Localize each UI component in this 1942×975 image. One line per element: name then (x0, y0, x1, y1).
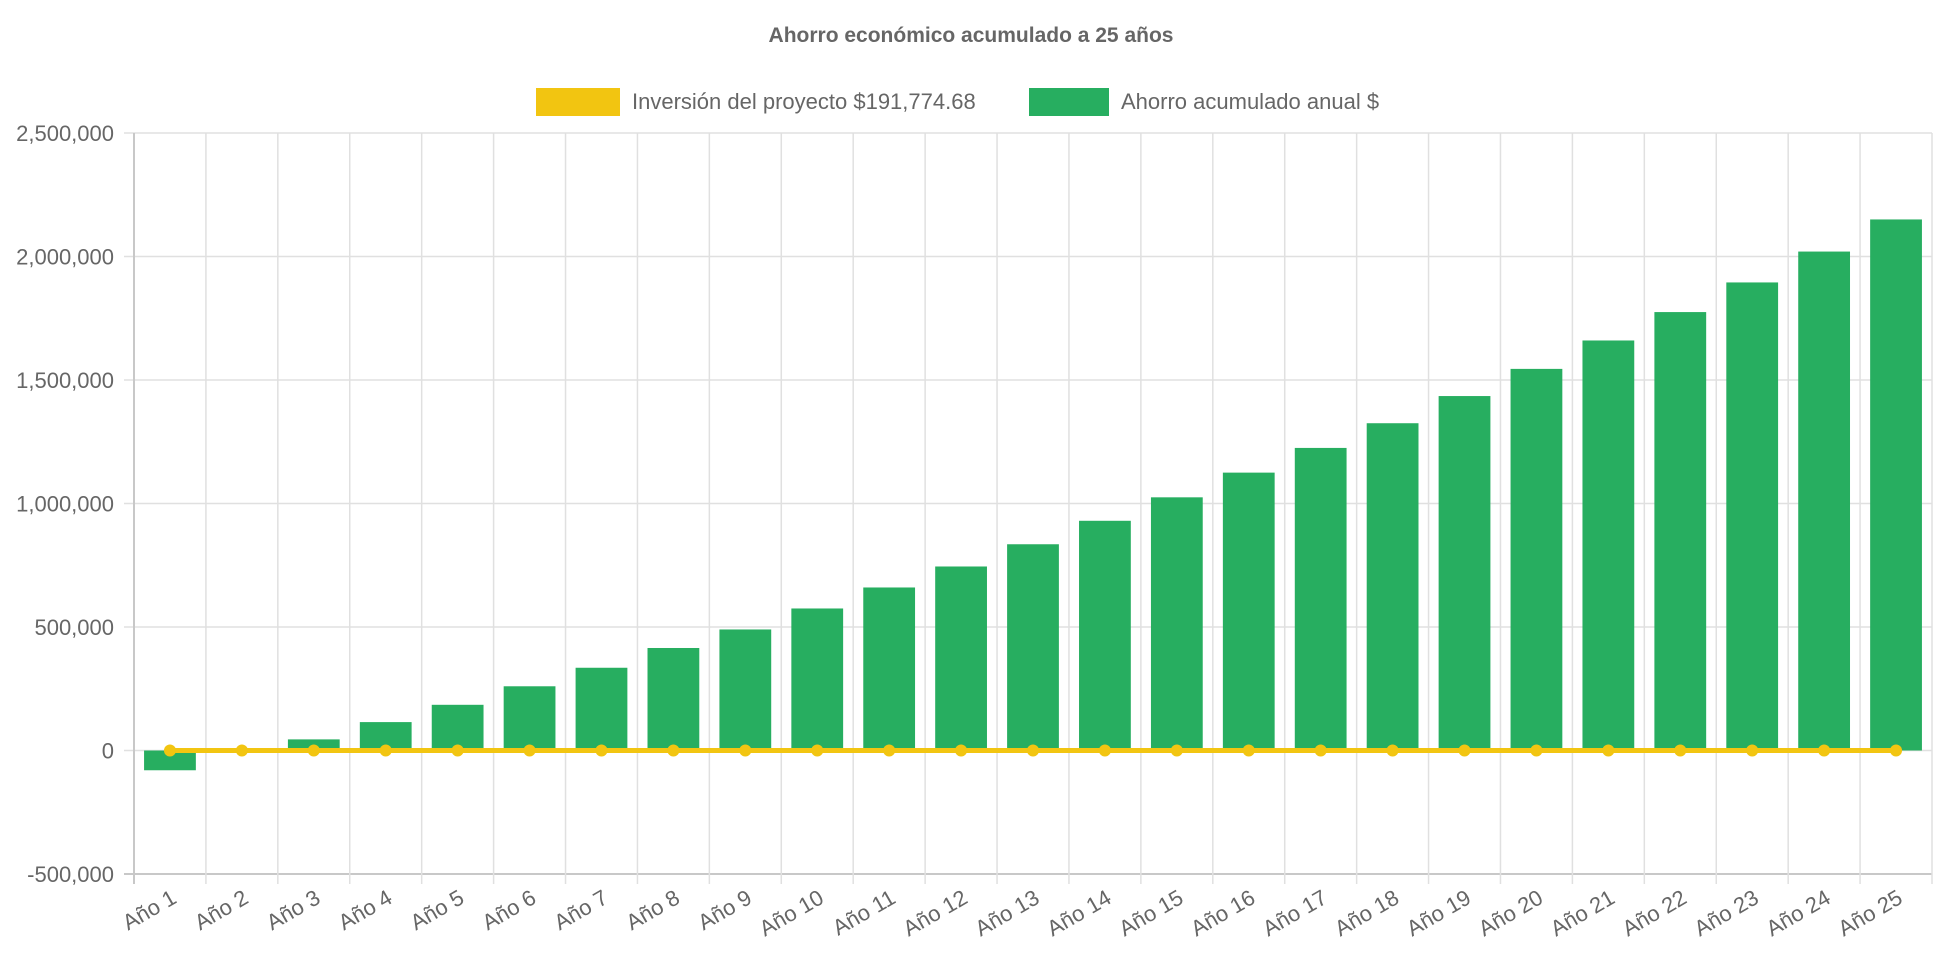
investment-point-4 (379, 744, 392, 757)
bar-12 (935, 566, 987, 751)
bar-11 (863, 587, 916, 751)
x-tick-label: Año 11 (828, 885, 899, 941)
investment-point-2 (235, 744, 248, 757)
legend-swatch-investment (536, 88, 620, 116)
investment-point-12 (955, 744, 968, 757)
investment-point-5 (451, 744, 464, 757)
x-tick-label: Año 9 (694, 885, 756, 935)
investment-point-16 (1242, 744, 1255, 757)
x-tick-label: Año 12 (899, 885, 972, 942)
y-axis: -500,000 0 500,000 1,000,000 1,500,000 2,000,… (16, 121, 114, 887)
investment-point-18 (1386, 744, 1399, 757)
investment-point-13 (1027, 744, 1039, 757)
y-tick-label: 0 (102, 739, 114, 764)
investment-point-6 (523, 744, 536, 757)
bar-21 (1582, 340, 1635, 751)
x-tick-label: Año 2 (190, 885, 252, 935)
investment-point-14 (1098, 744, 1111, 757)
investment-point-21 (1602, 744, 1615, 757)
bar-5 (431, 704, 484, 751)
x-tick-label: Año 17 (1258, 885, 1331, 942)
investment-point-11 (883, 744, 896, 757)
x-tick-label: Año 14 (1043, 885, 1116, 942)
investment-point-17 (1314, 744, 1327, 757)
investment-point-23 (1746, 744, 1759, 757)
x-tick-label: Año 25 (1834, 885, 1907, 942)
legend-label-investment: Inversión del proyecto $191,774.68 (632, 89, 976, 114)
investment-line (163, 744, 1903, 757)
bar-10 (791, 608, 844, 751)
y-tick-label: 500,000 (34, 615, 114, 640)
bar-7 (575, 667, 628, 751)
investment-point-24 (1818, 744, 1831, 757)
x-tick-label: Año 7 (550, 885, 612, 935)
legend-item-investment[interactable]: Inversión del proyecto $191,774.68 (536, 88, 976, 116)
bar-16 (1222, 472, 1275, 751)
investment-point-19 (1458, 744, 1471, 757)
bar-17 (1294, 447, 1347, 751)
y-tick-label: 1,500,000 (16, 368, 114, 393)
bars (144, 219, 1922, 771)
legend-item-savings[interactable]: Ahorro acumulado anual $ (1029, 88, 1379, 116)
x-axis: Año 1 Año 2 Año 3 Año 4 Año 5 Año 6 Año 7 Año 8… (118, 885, 1906, 942)
bar-25 (1870, 219, 1922, 751)
bar-19 (1438, 396, 1491, 751)
x-tick-label: Año 22 (1618, 885, 1691, 942)
y-tick-label: 2,500,000 (16, 121, 114, 146)
x-tick-label: Año 5 (406, 885, 468, 935)
x-tick-label: Año 20 (1474, 885, 1547, 942)
investment-point-8 (667, 744, 680, 757)
bar-8 (647, 647, 700, 751)
x-tick-label: Año 6 (478, 885, 540, 935)
y-tick-label: 1,000,000 (16, 492, 114, 517)
investment-point-22 (1674, 744, 1687, 757)
investment-point-1 (163, 744, 176, 757)
x-tick-label: Año 13 (971, 885, 1044, 942)
y-tick-label: -500,000 (27, 862, 114, 887)
bar-1 (144, 750, 196, 771)
bar-9 (719, 629, 772, 751)
y-tick-label: 2,000,000 (16, 245, 114, 270)
x-tick-label: Año 1 (118, 885, 180, 935)
investment-point-20 (1530, 744, 1543, 757)
x-tick-label: Año 23 (1690, 885, 1763, 942)
bar-15 (1150, 497, 1203, 751)
bar-14 (1079, 520, 1131, 751)
x-tick-label: Año 15 (1114, 885, 1187, 942)
x-tick-label: Año 4 (334, 885, 396, 935)
x-tick-label: Año 21 (1546, 885, 1619, 942)
bar-20 (1510, 368, 1563, 751)
legend-label-savings: Ahorro acumulado anual $ (1121, 89, 1379, 114)
x-tick-label: Año 16 (1186, 885, 1259, 942)
legend-swatch-savings (1029, 88, 1109, 116)
x-tick-label: Año 10 (755, 885, 828, 942)
x-tick-label: Año 3 (262, 885, 324, 935)
x-tick-label: Año 24 (1762, 885, 1835, 942)
chart-title: Ahorro económico acumulado a 25 años (769, 24, 1174, 47)
investment-point-15 (1170, 744, 1183, 757)
bar-13 (1007, 544, 1059, 751)
x-tick-label: Año 8 (622, 885, 684, 935)
legend: Inversión del proyecto $191,774.68 Ahorr… (536, 88, 1379, 116)
investment-point-7 (595, 744, 608, 757)
bar-24 (1798, 251, 1851, 751)
bar-23 (1726, 282, 1779, 751)
bar-6 (503, 686, 556, 751)
x-tick-label: Año 19 (1402, 885, 1475, 942)
bar-18 (1366, 423, 1419, 751)
investment-point-3 (307, 744, 320, 757)
investment-point-25 (1890, 744, 1903, 757)
investment-point-9 (739, 744, 752, 757)
grid (124, 132, 1933, 884)
investment-point-10 (811, 744, 824, 757)
x-tick-label: Año 18 (1330, 885, 1403, 942)
bar-22 (1654, 312, 1707, 751)
